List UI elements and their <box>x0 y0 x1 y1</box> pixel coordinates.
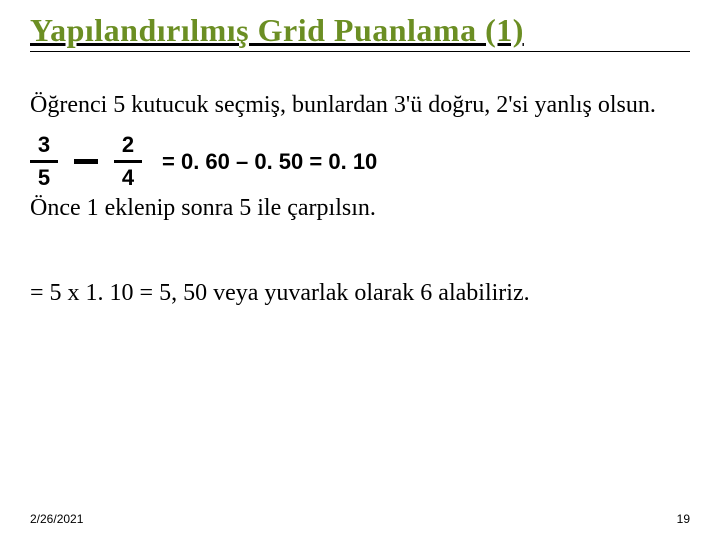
calculation-row: 3 5 2 4 = 0. 60 – 0. 50 = 0. 10 <box>30 134 690 189</box>
fraction-2-denominator: 4 <box>122 167 134 189</box>
title-underline <box>30 51 690 52</box>
fraction-1: 3 5 <box>30 134 58 189</box>
fraction-2-bar <box>114 160 142 163</box>
followup-text: Önce 1 eklenip sonra 5 ile çarpılsın. <box>30 195 690 222</box>
fraction-1-numerator: 3 <box>38 134 50 156</box>
minus-sign <box>74 159 98 164</box>
footer-page-number: 19 <box>677 512 690 526</box>
page-title: Yapılandırılmış Grid Puanlama (1) <box>30 12 690 49</box>
fraction-1-denominator: 5 <box>38 167 50 189</box>
calculation-result: = 0. 60 – 0. 50 = 0. 10 <box>162 149 377 175</box>
footer: 2/26/2021 19 <box>30 512 690 526</box>
fraction-2-numerator: 2 <box>122 134 134 156</box>
fraction-1-bar <box>30 160 58 163</box>
final-result: = 5 x 1. 10 = 5, 50 veya yuvarlak olarak… <box>30 280 690 307</box>
intro-text: Öğrenci 5 kutucuk seçmiş, bunlardan 3'ü … <box>30 90 690 120</box>
footer-date: 2/26/2021 <box>30 512 83 526</box>
fraction-2: 2 4 <box>114 134 142 189</box>
